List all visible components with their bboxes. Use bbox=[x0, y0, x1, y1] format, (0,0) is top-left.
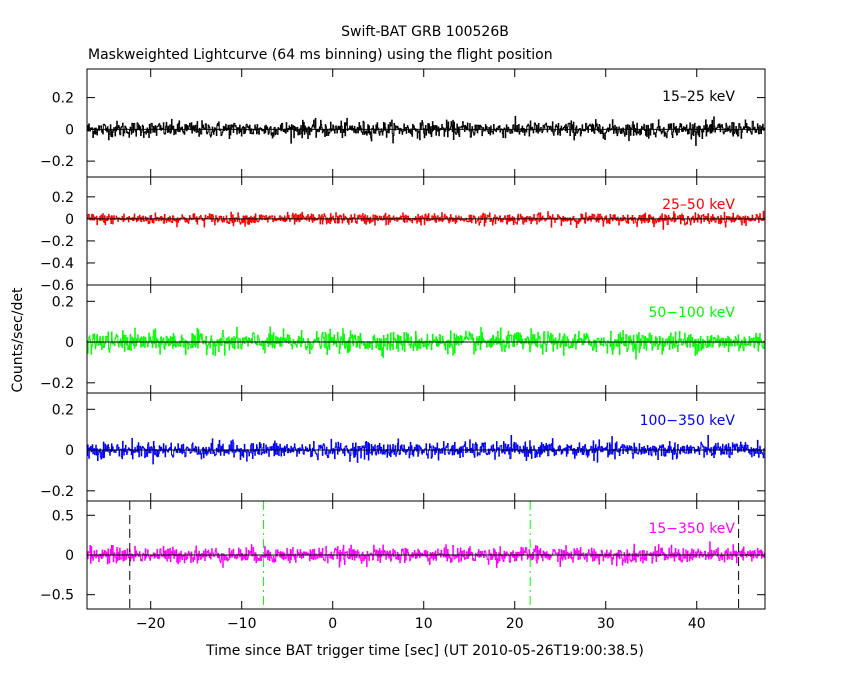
y-tick-label-1-3: 0.2 bbox=[52, 91, 74, 107]
y-tick-label-2-2: −0.4 bbox=[40, 256, 74, 272]
x-tick-label-4: 10 bbox=[415, 616, 433, 632]
panel-2-frame bbox=[86, 176, 766, 286]
y-tick-label-2-4: 0 bbox=[65, 212, 74, 228]
panels-group: −0.2 0 0.2 15–25 keV −0.6 −0.4 −0.2 0 0.2 25–50 k… bbox=[40, 68, 766, 632]
x-tick-label-6: 30 bbox=[597, 616, 615, 632]
y-tick-label-5-1: −0.5 bbox=[40, 588, 74, 604]
band-label-1: 15–25 keV bbox=[662, 89, 735, 105]
band-label-5: 15−350 keV bbox=[648, 521, 735, 537]
y-tick-label-3-1: −0.2 bbox=[40, 376, 74, 392]
series-4-trace bbox=[87, 434, 766, 465]
chart-title: Swift-BAT GRB 100526B bbox=[341, 24, 509, 40]
x-axis-label: Time since BAT trigger time [sec] (UT 20… bbox=[205, 643, 644, 659]
band-label-3: 50−100 keV bbox=[648, 305, 735, 321]
y-tick-label-4-2: 0 bbox=[65, 443, 74, 459]
panel-1-frame bbox=[86, 68, 766, 178]
y-tick-label-4-3: 0.2 bbox=[52, 402, 74, 418]
x-tick-label-2: −10 bbox=[227, 616, 257, 632]
y-tick-label-3-2: 0 bbox=[65, 335, 74, 351]
y-tick-label-5-2: 0 bbox=[65, 548, 74, 564]
y-tick-label-3-3: 0.2 bbox=[52, 294, 74, 310]
y-tick-label-1-1: −0.2 bbox=[40, 154, 74, 170]
y-axis-label: Counts/sec/det bbox=[10, 287, 26, 392]
x-tick-label-5: 20 bbox=[506, 616, 524, 632]
x-tick-label-1: −20 bbox=[136, 616, 166, 632]
y-tick-label-2-5: 0.2 bbox=[52, 190, 74, 206]
y-tick-label-5-3: 0.5 bbox=[52, 508, 74, 524]
x-tick-label-3: 0 bbox=[328, 616, 337, 632]
band-label-2: 25–50 keV bbox=[662, 197, 735, 213]
y-tick-label-1-2: 0 bbox=[65, 122, 74, 138]
series-2-trace bbox=[87, 210, 766, 230]
y-tick-label-2-1: −0.6 bbox=[40, 278, 74, 294]
y-tick-label-4-1: −0.2 bbox=[40, 484, 74, 500]
chart-subtitle: Maskweighted Lightcurve (64 ms binning) … bbox=[88, 47, 553, 63]
series-1-trace bbox=[87, 115, 766, 146]
band-label-4: 100−350 keV bbox=[640, 413, 736, 429]
series-3-trace bbox=[87, 326, 766, 360]
x-tick-label-7: 40 bbox=[688, 616, 706, 632]
y-tick-label-2-3: −0.2 bbox=[40, 234, 74, 250]
